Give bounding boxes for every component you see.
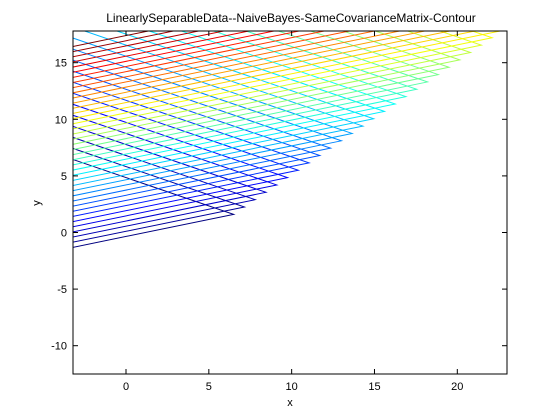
chart-title: LinearlySeparableData--NaiveBayes-SameCo…: [106, 11, 476, 25]
contour-line: [73, 125, 268, 233]
y-tick-label: 0: [61, 227, 67, 239]
contour-line: [73, 103, 290, 223]
contour-line: [73, 31, 408, 166]
contour-line: [73, 70, 322, 207]
contour-line: [73, 31, 494, 125]
y-tick-label: -5: [57, 284, 67, 296]
x-axis-ticks: 0 5 10 15 20: [123, 31, 463, 393]
y-axis-label: y: [31, 200, 43, 206]
contour-line: [73, 31, 419, 161]
x-tick-label: 5: [206, 381, 212, 393]
contour-line: [73, 31, 376, 181]
contour-line: [73, 31, 462, 140]
contour-line: [73, 31, 387, 176]
contour-line: [73, 37, 355, 192]
contour-line: [73, 48, 344, 197]
contour-line: [73, 114, 279, 228]
y-tick-label: -10: [51, 341, 67, 353]
contour-line: [73, 31, 398, 171]
contour-line: [73, 81, 311, 212]
contour-line: [73, 31, 473, 135]
y-tick-label: 10: [55, 114, 67, 126]
x-tick-label: 10: [286, 381, 298, 393]
x-axis-label: x: [287, 397, 293, 409]
x-tick-label: 15: [368, 381, 380, 393]
axes-box: [72, 30, 508, 375]
y-tick-label: 5: [61, 171, 67, 183]
contour-line: [73, 31, 484, 130]
contour-line: [73, 59, 333, 202]
contour-line: [73, 136, 258, 238]
x-tick-label: 20: [451, 381, 463, 393]
contour-line: [73, 31, 365, 187]
contour-line: [73, 147, 247, 243]
contour-line: [73, 31, 451, 145]
y-tick-label: 15: [55, 58, 67, 70]
contour-line: [73, 158, 236, 248]
x-tick-label: 0: [123, 381, 129, 393]
contour-line: [73, 31, 441, 150]
contour-line: [73, 92, 301, 217]
contour-line: [73, 31, 430, 156]
y-axis-ticks: -10 -5 0 5 10 15: [51, 58, 507, 353]
